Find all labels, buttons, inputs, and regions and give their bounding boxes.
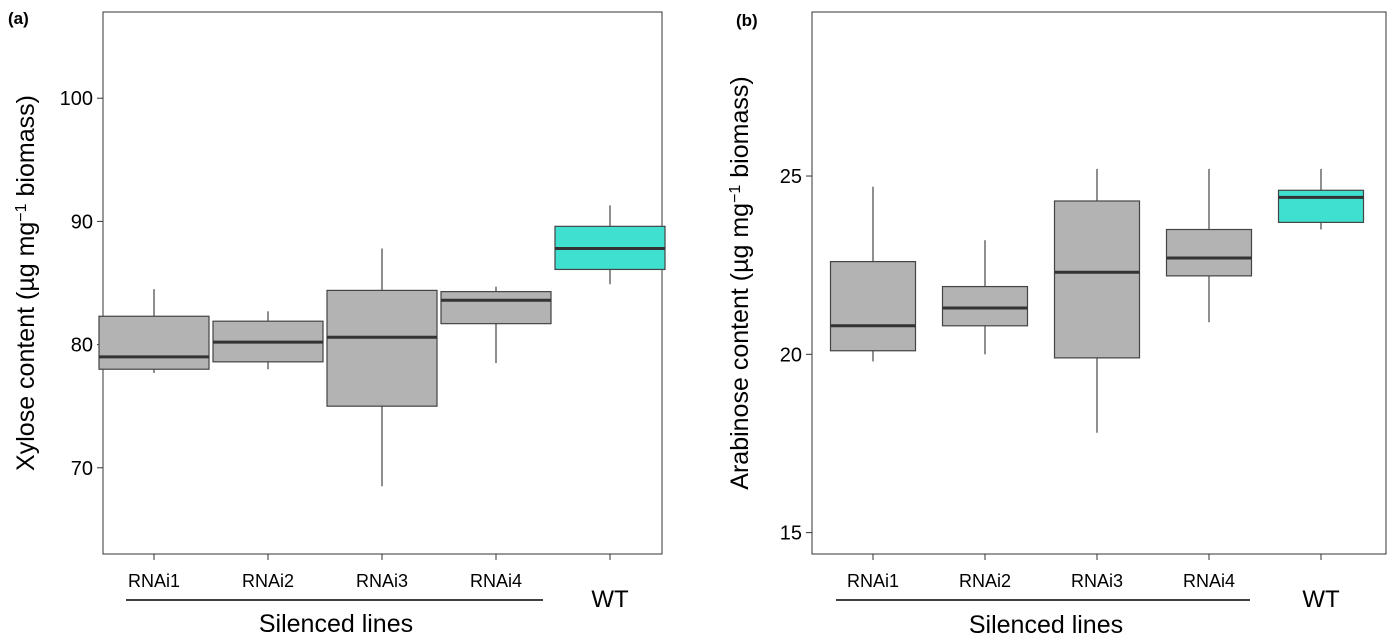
panel-a-y-axis-label: Xylose content (µg mg−1 biomass) — [12, 95, 40, 471]
y-tick-label: 100 — [60, 88, 93, 110]
x-tick-label-rnai1: RNAi1 — [847, 571, 899, 591]
x-tick-label-rnai2: RNAi2 — [959, 571, 1011, 591]
box-rnai2 — [212, 311, 324, 370]
x-tick-label-rnai3: RNAi3 — [1071, 571, 1123, 591]
panel-b-arabinose: (b) 15 20 25 RNAi1 RNAi2 RNAi3 RNAi4 WT Arabin… — [726, 11, 1387, 639]
box-rnai3 — [1053, 168, 1141, 433]
y-tick-label: 15 — [780, 523, 802, 545]
panel-b-label: (b) — [736, 11, 758, 30]
x-tick-label-rnai3: RNAi3 — [356, 571, 408, 591]
iqr-box — [98, 315, 210, 370]
iqr-box — [829, 261, 917, 352]
iqr-box — [1053, 200, 1141, 359]
y-tick-label: 25 — [780, 166, 802, 188]
panel-b-group-label: Silenced lines — [969, 611, 1123, 639]
box-rnai3 — [326, 248, 438, 487]
panel-b-x-ticks: RNAi1 RNAi2 RNAi3 RNAi4 WT — [847, 554, 1340, 613]
box-wt — [554, 205, 666, 285]
panel-b-plot-frame — [811, 11, 1387, 555]
iqr-box — [941, 285, 1029, 327]
box-wt — [1277, 168, 1365, 230]
y-tick-label: 20 — [780, 344, 802, 366]
box-rnai2 — [941, 240, 1029, 355]
panel-b-boxes — [829, 168, 1365, 433]
panel-a-group-label: Silenced lines — [259, 610, 413, 638]
panel-a-x-ticks: RNAi1 RNAi2 RNAi3 RNAi4 WT — [128, 554, 629, 613]
y-tick-label: 80 — [71, 335, 93, 357]
y-tick-label: 70 — [71, 458, 93, 480]
iqr-box — [1165, 228, 1253, 277]
x-tick-label-rnai4: RNAi4 — [1183, 571, 1235, 591]
iqr-box — [326, 289, 438, 407]
x-tick-label-wt: WT — [1302, 586, 1340, 613]
x-tick-label-rnai4: RNAi4 — [470, 571, 522, 591]
box-rnai4 — [1165, 168, 1253, 323]
box-rnai4 — [440, 286, 552, 364]
iqr-box — [440, 291, 552, 325]
panel-a-y-ticks: 70 80 90 100 — [60, 88, 103, 480]
panel-a-label: (a) — [8, 9, 29, 28]
panel-b-y-ticks: 15 20 25 — [780, 166, 812, 545]
iqr-box — [1277, 189, 1365, 223]
x-tick-label-wt: WT — [591, 586, 629, 613]
panel-a-boxes — [98, 205, 666, 487]
x-tick-label-rnai2: RNAi2 — [242, 571, 294, 591]
box-rnai1 — [98, 289, 210, 373]
box-rnai1 — [829, 186, 917, 362]
x-tick-label-rnai1: RNAi1 — [128, 571, 180, 591]
panel-a-xylose: (a) 70 80 90 100 RNAi1 RNAi2 RNAi3 RNAi4 WT Xyl… — [8, 9, 666, 638]
y-tick-label: 90 — [71, 211, 93, 233]
panel-b-y-axis-label: Arabinose content (µg mg−1 biomass) — [726, 76, 754, 489]
